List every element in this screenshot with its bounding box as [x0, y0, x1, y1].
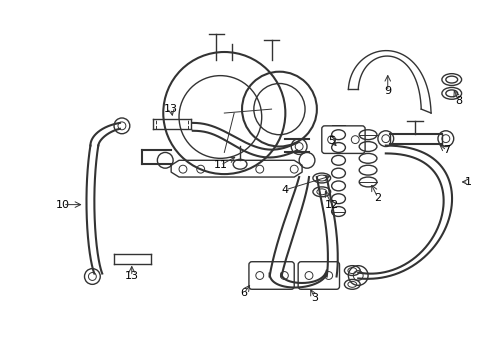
Text: 7: 7	[442, 145, 449, 156]
Text: 13: 13	[124, 271, 139, 282]
Text: 4: 4	[281, 185, 288, 195]
Text: 8: 8	[454, 96, 461, 106]
Text: 3: 3	[311, 293, 318, 303]
Text: 10: 10	[56, 199, 70, 210]
Text: 11: 11	[213, 160, 227, 170]
Text: 13: 13	[164, 104, 178, 114]
Text: 9: 9	[384, 86, 390, 96]
Text: 6: 6	[240, 288, 247, 298]
Text: 5: 5	[327, 136, 334, 145]
Text: 12: 12	[324, 199, 338, 210]
Text: 2: 2	[374, 193, 381, 203]
Text: 1: 1	[464, 177, 471, 187]
